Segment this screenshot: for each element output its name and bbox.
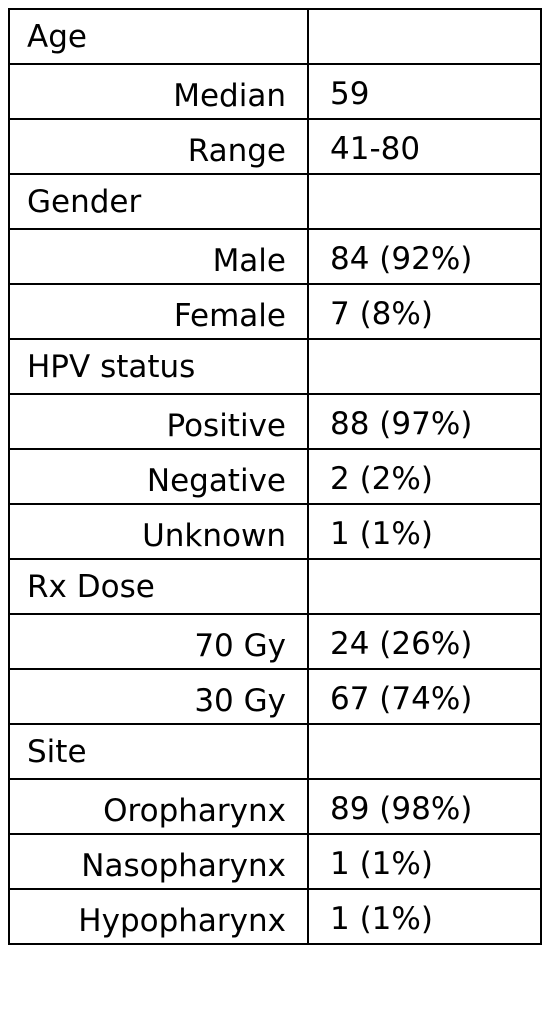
row-label: Hypopharynx — [8, 888, 309, 945]
table-row: Range 41-80 — [8, 118, 542, 175]
table-row: Nasopharynx 1 (1%) — [8, 833, 542, 890]
section-header-row: HPV status — [8, 338, 542, 395]
row-value — [307, 558, 542, 615]
section-label: Age — [8, 8, 309, 65]
section-header-row: Site — [8, 723, 542, 780]
row-value: 1 (1%) — [307, 888, 542, 945]
table-row: Female 7 (8%) — [8, 283, 542, 340]
section-label: Site — [8, 723, 309, 780]
row-label: 70 Gy — [8, 613, 309, 670]
table-row: Unknown 1 (1%) — [8, 503, 542, 560]
row-value: 67 (74%) — [307, 668, 542, 725]
table-row: Negative 2 (2%) — [8, 448, 542, 505]
row-label: Positive — [8, 393, 309, 450]
row-value: 1 (1%) — [307, 503, 542, 560]
row-value: 7 (8%) — [307, 283, 542, 340]
row-value — [307, 173, 542, 230]
row-value: 84 (92%) — [307, 228, 542, 285]
table-row: Positive 88 (97%) — [8, 393, 542, 450]
row-label: 30 Gy — [8, 668, 309, 725]
row-value: 1 (1%) — [307, 833, 542, 890]
table-row: 70 Gy 24 (26%) — [8, 613, 542, 670]
row-value — [307, 723, 542, 780]
table-row: 30 Gy 67 (74%) — [8, 668, 542, 725]
row-label: Unknown — [8, 503, 309, 560]
row-value — [307, 8, 542, 65]
section-label: Gender — [8, 173, 309, 230]
row-label: Female — [8, 283, 309, 340]
row-value: 2 (2%) — [307, 448, 542, 505]
row-label: Median — [8, 63, 309, 120]
table-body: Age Median 59 Range 41-80 Gender Male 84 (92%) F… — [8, 8, 542, 945]
row-value — [307, 338, 542, 395]
patient-characteristics-table-container: Age Median 59 Range 41-80 Gender Male 84 (92%) F… — [8, 8, 542, 945]
table-row: Hypopharynx 1 (1%) — [8, 888, 542, 945]
patient-characteristics-table: Age Median 59 Range 41-80 Gender Male 84 (92%) F… — [8, 8, 542, 945]
row-value: 24 (26%) — [307, 613, 542, 670]
section-header-row: Rx Dose — [8, 558, 542, 615]
row-label: Negative — [8, 448, 309, 505]
section-header-row: Age — [8, 8, 542, 65]
section-label: Rx Dose — [8, 558, 309, 615]
row-label: Oropharynx — [8, 778, 309, 835]
row-label: Male — [8, 228, 309, 285]
row-value: 89 (98%) — [307, 778, 542, 835]
row-value: 41-80 — [307, 118, 542, 175]
section-header-row: Gender — [8, 173, 542, 230]
table-row: Median 59 — [8, 63, 542, 120]
row-label: Nasopharynx — [8, 833, 309, 890]
table-row: Male 84 (92%) — [8, 228, 542, 285]
row-label: Range — [8, 118, 309, 175]
table-row: Oropharynx 89 (98%) — [8, 778, 542, 835]
row-value: 59 — [307, 63, 542, 120]
row-value: 88 (97%) — [307, 393, 542, 450]
section-label: HPV status — [8, 338, 309, 395]
